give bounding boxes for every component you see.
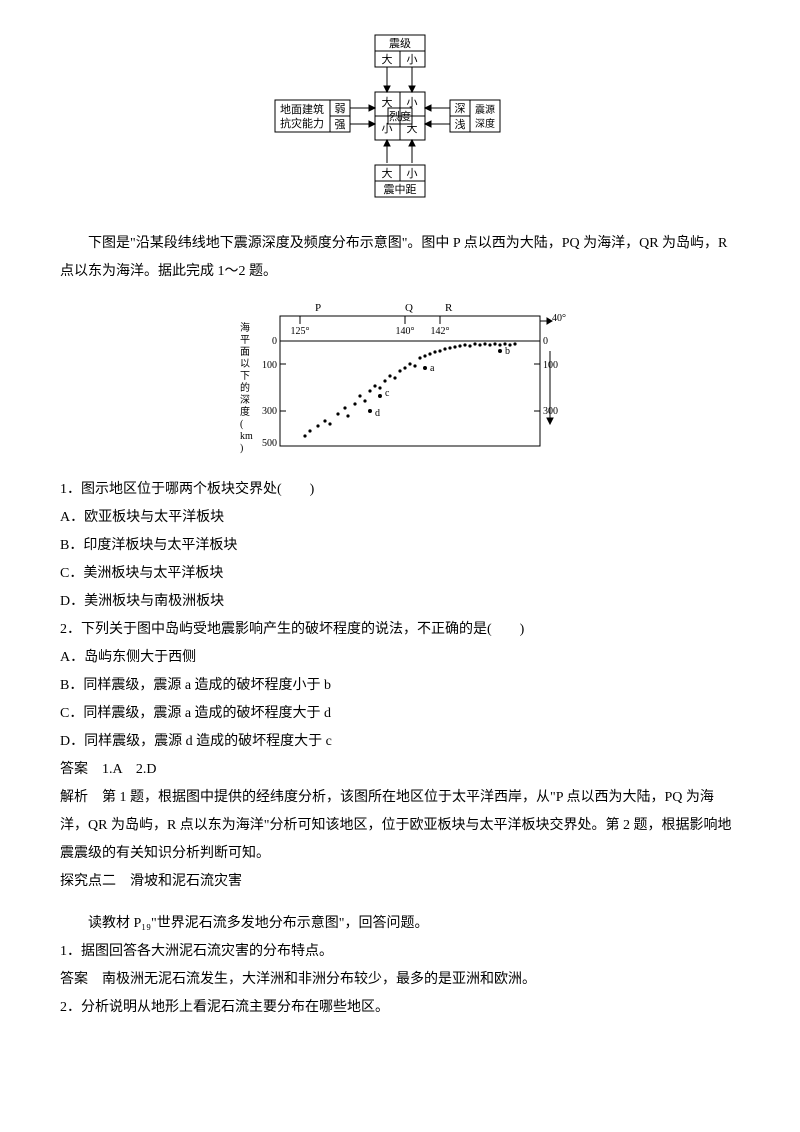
svg-text:地面建筑: 地面建筑 <box>280 102 324 116</box>
q2-option-d: D．同样震级，震源 d 造成的破坏程度大于 c <box>60 728 740 756</box>
svg-text:抗灾能力: 抗灾能力 <box>280 116 324 130</box>
explore-title: 探究点二 滑坡和泥石流灾害 <box>60 868 740 896</box>
svg-text:深: 深 <box>240 394 250 406</box>
depth-scatter-diagram: 海 平 面 以 下 的 深 度 ( km ) P Q R 125° 140° 1… <box>230 296 570 456</box>
svg-text:下: 下 <box>240 371 250 382</box>
diagram2-container: 海 平 面 以 下 的 深 度 ( km ) P Q R 125° 140° 1… <box>60 296 740 456</box>
svg-text:142°: 142° <box>431 326 450 337</box>
svg-text:震源: 震源 <box>475 103 495 116</box>
svg-text:浅: 浅 <box>455 118 466 131</box>
svg-text:a: a <box>430 363 435 374</box>
svg-text:大: 大 <box>382 52 393 66</box>
svg-text:40°: 40° <box>552 313 566 324</box>
q1-option-b: B．印度洋板块与太平洋板块 <box>60 532 740 560</box>
svg-text:小: 小 <box>407 53 418 66</box>
svg-text:125°: 125° <box>291 326 310 337</box>
q2-option-b: B．同样震级，震源 a 造成的破坏程度小于 b <box>60 672 740 700</box>
analysis-text: 解析 第 1 题，根据图中提供的经纬度分析，该图所在地区位于太平洋西岸，从"P … <box>60 784 740 868</box>
svg-text:小: 小 <box>407 96 418 109</box>
diagram1-container: 震级 大 小 地面建筑 抗灾能力 弱 强 大 小 小 大 烈度 深 浅 <box>60 30 740 210</box>
svg-text:大: 大 <box>382 95 393 109</box>
svg-text:P: P <box>315 302 321 314</box>
svg-text:300: 300 <box>262 406 277 417</box>
svg-text:深: 深 <box>455 102 466 115</box>
svg-text:b: b <box>505 346 510 357</box>
q1-option-d: D．美洲板块与南极洲板块 <box>60 588 740 616</box>
svg-text:的: 的 <box>240 381 250 394</box>
q2-option-c: C．同样震级，震源 a 造成的破坏程度大于 d <box>60 700 740 728</box>
svg-text:平: 平 <box>240 335 250 346</box>
svg-text:深度: 深度 <box>475 117 495 130</box>
svg-text:500: 500 <box>262 438 277 449</box>
sub-q1: 1．据图回答各大洲泥石流灾害的分布特点。 <box>60 938 740 966</box>
svg-text:0: 0 <box>272 336 277 347</box>
q1-stem: 1．图示地区位于哪两个板块交界处( ) <box>60 476 740 504</box>
svg-text:以: 以 <box>240 359 250 370</box>
svg-text:c: c <box>385 388 390 399</box>
svg-text:R: R <box>445 302 453 314</box>
intensity-diagram: 震级 大 小 地面建筑 抗灾能力 弱 强 大 小 小 大 烈度 深 浅 <box>270 30 530 210</box>
svg-text:140°: 140° <box>396 326 415 337</box>
svg-text:km: km <box>240 431 253 442</box>
svg-text:大: 大 <box>382 166 393 180</box>
svg-text:海: 海 <box>240 321 250 334</box>
svg-text:(: ( <box>240 419 244 430</box>
svg-text:小: 小 <box>407 167 418 180</box>
intro-paragraph: 下图是"沿某段纬线地下震源深度及频度分布示意图"。图中 P 点以西为大陆，PQ … <box>60 230 740 286</box>
svg-text:100: 100 <box>262 360 277 371</box>
svg-text:): ) <box>240 443 243 454</box>
svg-text:度: 度 <box>240 405 250 418</box>
svg-text:震级: 震级 <box>389 37 411 50</box>
q1-option-a: A．欧亚板块与太平洋板块 <box>60 504 740 532</box>
svg-text:震中距: 震中距 <box>384 183 417 196</box>
svg-text:Q: Q <box>405 302 413 314</box>
spacer <box>60 896 740 910</box>
sub-a1: 答案 南极洲无泥石流发生，大洋洲和非洲分布较少，最多的是亚洲和欧洲。 <box>60 966 740 994</box>
svg-text:d: d <box>375 408 380 419</box>
read-text: 读教材 P₁₉"世界泥石流多发地分布示意图"，回答问题。 <box>60 910 740 938</box>
q2-stem: 2．下列关于图中岛屿受地震影响产生的破坏程度的说法，不正确的是( ) <box>60 616 740 644</box>
svg-text:烈度: 烈度 <box>389 109 411 123</box>
answer-line: 答案 1.A 2.D <box>60 756 740 784</box>
svg-text:0: 0 <box>543 336 548 347</box>
svg-text:面: 面 <box>240 347 250 358</box>
svg-text:强: 强 <box>335 119 346 131</box>
q2-option-a: A．岛屿东侧大于西侧 <box>60 644 740 672</box>
q1-option-c: C．美洲板块与太平洋板块 <box>60 560 740 588</box>
svg-text:弱: 弱 <box>335 102 346 115</box>
sub-q2: 2．分析说明从地形上看泥石流主要分布在哪些地区。 <box>60 994 740 1022</box>
